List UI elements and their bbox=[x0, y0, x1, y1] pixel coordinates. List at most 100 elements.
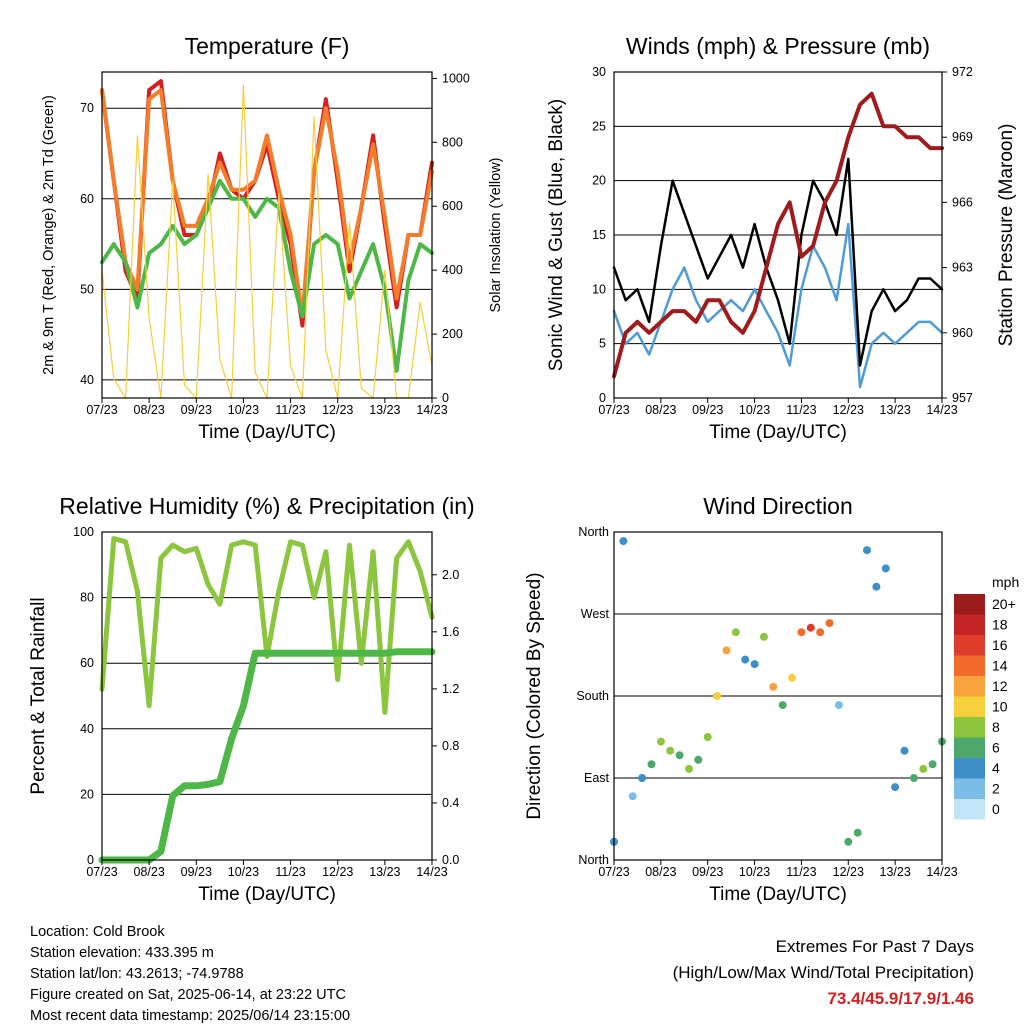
y-tick-label: 40 bbox=[80, 373, 94, 387]
scatter-point bbox=[619, 537, 628, 546]
y2-tick-label: 800 bbox=[442, 135, 463, 149]
y2-tick-label: 0.0 bbox=[442, 853, 459, 867]
legend-label: 6 bbox=[992, 740, 1000, 756]
y2-tick-label: 600 bbox=[442, 199, 463, 213]
x-tick-label: 07/23 bbox=[86, 403, 117, 417]
y-tick-label: 70 bbox=[80, 101, 94, 115]
x-tick-label: 07/23 bbox=[598, 865, 629, 879]
scatter-point bbox=[788, 673, 797, 682]
scatter-point bbox=[806, 623, 815, 632]
x-tick-label: 14/23 bbox=[416, 865, 447, 879]
temperature-panel: Temperature (F) 40 50 60 70 0 200 400 600 800 1000… bbox=[41, 33, 504, 443]
y2-tick-label: 0.4 bbox=[442, 796, 459, 810]
x-tick-label: 10/23 bbox=[228, 865, 259, 879]
y2-tick-label: 0.8 bbox=[442, 739, 459, 753]
scatter-point bbox=[703, 733, 712, 741]
series-line bbox=[612, 222, 944, 389]
y-tick-label: 5 bbox=[599, 337, 606, 351]
scatter-point bbox=[722, 646, 731, 655]
humidity-precip-panel: Relative Humidity (%) & Precipitation (i… bbox=[28, 493, 475, 905]
scatter-point bbox=[909, 774, 918, 782]
y-tick-label: 0 bbox=[87, 853, 94, 867]
y2-tick-label: 200 bbox=[442, 327, 463, 341]
y-tick-label: 10 bbox=[592, 282, 606, 296]
legend-title: mph bbox=[992, 574, 1019, 590]
legend-swatch bbox=[954, 655, 985, 676]
series-line bbox=[612, 91, 944, 379]
x-tick-label: 12/23 bbox=[833, 403, 864, 417]
series-line bbox=[100, 88, 434, 319]
series-line bbox=[612, 157, 944, 367]
station-info: Location: Cold Brook Station elevation: … bbox=[30, 922, 350, 1027]
y-tick-label: 100 bbox=[73, 525, 94, 539]
y-tick-label: North bbox=[578, 853, 609, 867]
y-axis-title: 2m & 9m T (Red, Orange) & 2m Td (Green) bbox=[41, 95, 57, 375]
plot-frame bbox=[613, 531, 943, 861]
x-tick-label: 10/23 bbox=[228, 403, 259, 417]
y-tick-label: South bbox=[576, 689, 609, 703]
y2-tick-label: 966 bbox=[952, 195, 973, 209]
legend-swatch bbox=[954, 594, 985, 615]
recent-timestamp: Most recent data timestamp: 2025/06/14 2… bbox=[30, 1008, 351, 1024]
x-tick-label: 08/23 bbox=[645, 403, 676, 417]
y-axis-title: Direction (Colored By Speed) bbox=[524, 572, 545, 819]
x-tick-label: 07/23 bbox=[598, 403, 629, 417]
scatter-point bbox=[863, 546, 871, 555]
y-tick-label: 0 bbox=[599, 391, 606, 405]
extremes-subheading: (High/Low/Max Wind/Total Precipitation) bbox=[672, 963, 974, 982]
x-tick-label: 11/23 bbox=[786, 403, 816, 417]
x-tick-label: 13/23 bbox=[369, 865, 400, 879]
scatter-point bbox=[647, 760, 656, 769]
panel-title: Relative Humidity (%) & Precipitation (i… bbox=[59, 493, 474, 519]
speed-color-legend: mph 20+ 18 16 14 12 10 8 6 4 2 0 bbox=[954, 574, 1019, 820]
x-axis-title: Time (Day/UTC) bbox=[198, 422, 336, 443]
scatter-point bbox=[872, 582, 881, 591]
x-tick-label: 10/23 bbox=[739, 865, 770, 879]
x-tick-label: 14/23 bbox=[926, 403, 957, 417]
plot-frame bbox=[613, 71, 943, 399]
x-tick-label: 11/23 bbox=[275, 865, 305, 879]
x-tick-label: 14/23 bbox=[926, 865, 957, 879]
legend-swatch bbox=[954, 758, 985, 779]
scatter-point bbox=[666, 746, 675, 755]
y2-tick-label: 1.6 bbox=[442, 625, 459, 639]
station-latlon: Station lat/lon: 43.2613; -74.9788 bbox=[30, 966, 244, 982]
y2-tick-label: 972 bbox=[952, 65, 973, 79]
legend-label: 4 bbox=[992, 760, 1000, 776]
scatter-point bbox=[881, 564, 890, 573]
scatter-point bbox=[713, 692, 722, 700]
figure-created: Figure created on Sat, 2025-06-14, at 23… bbox=[30, 987, 346, 1003]
series-line bbox=[99, 536, 435, 715]
y-tick-label: 20 bbox=[80, 787, 94, 801]
legend-swatch bbox=[954, 635, 985, 656]
y-tick-label: 80 bbox=[80, 591, 94, 605]
legend-swatch bbox=[954, 799, 985, 820]
x-axis-title: Time (Day/UTC) bbox=[709, 422, 847, 443]
x-tick-label: 11/23 bbox=[786, 865, 816, 879]
station-location: Location: Cold Brook bbox=[30, 924, 165, 940]
y-tick-label: 60 bbox=[80, 192, 94, 206]
y2-tick-label: 400 bbox=[442, 263, 463, 277]
x-tick-label: 08/23 bbox=[134, 403, 165, 417]
legend-swatch bbox=[954, 676, 985, 697]
scatter-point bbox=[928, 760, 937, 769]
scatter-point bbox=[919, 764, 928, 773]
y-tick-label: North bbox=[578, 525, 609, 539]
x-axis-title: Time (Day/UTC) bbox=[709, 884, 847, 905]
legend-label: 8 bbox=[992, 719, 1000, 735]
scatter-point bbox=[825, 619, 834, 628]
x-tick-label: 12/23 bbox=[322, 865, 353, 879]
y2-tick-label: 0 bbox=[442, 391, 449, 405]
x-tick-label: 10/23 bbox=[739, 403, 770, 417]
legend-label: 0 bbox=[992, 801, 1000, 817]
legend-swatch bbox=[954, 696, 985, 717]
scatter-point bbox=[891, 783, 900, 792]
wind-direction-panel: Wind DirectionNorthEastSouthWestNorth07/… bbox=[524, 493, 958, 905]
scatter-point bbox=[778, 701, 787, 710]
series-line bbox=[100, 178, 434, 373]
scatter-point bbox=[731, 628, 740, 637]
y-tick-label: 30 bbox=[592, 65, 606, 79]
y2-tick-label: 957 bbox=[952, 391, 973, 405]
x-tick-label: 12/23 bbox=[322, 403, 353, 417]
legend-swatch bbox=[954, 737, 985, 758]
